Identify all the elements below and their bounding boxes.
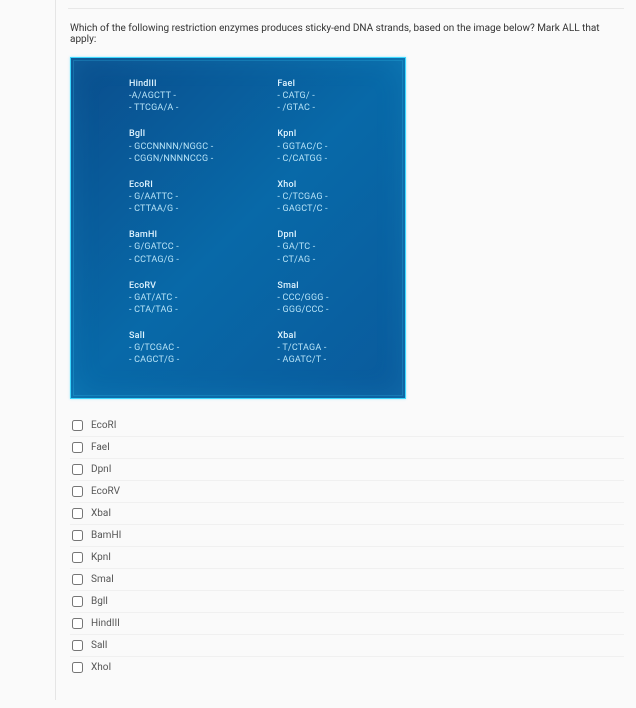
- enzyme-name: KpnI: [277, 128, 328, 140]
- question-text: Which of the following restriction enzym…: [68, 9, 624, 57]
- main-content: Which of the following restriction enzym…: [56, 8, 636, 678]
- enzyme-block: BamHI - G/GATCC - - CCTAG/G -: [129, 229, 213, 265]
- option-label: SmaI: [91, 574, 114, 585]
- enzyme-block: EcoRI - G/AATTC - - CTTAA/G -: [129, 179, 213, 215]
- enzyme-name: EcoRV: [129, 280, 213, 292]
- option-row[interactable]: FaeI: [70, 437, 624, 459]
- enzyme-name: XhoI: [277, 179, 328, 191]
- enzyme-seq: - CGGN/NNNNCCG -: [129, 153, 213, 165]
- enzyme-seq: - GA/TC -: [277, 241, 328, 253]
- enzyme-panel: HindIII -A/AGCTT - - TTCGA/A - BglI - GC…: [70, 57, 406, 399]
- enzyme-block: XhoI - C/TCGAG - - GAGCT/C -: [277, 179, 328, 215]
- option-row[interactable]: SalI: [70, 635, 624, 657]
- enzyme-seq: - CCTAG/G -: [129, 254, 213, 266]
- enzyme-seq: - C/TCGAG -: [277, 191, 328, 203]
- option-row[interactable]: XbaI: [70, 503, 624, 525]
- option-row[interactable]: SmaI: [70, 569, 624, 591]
- enzyme-block: SmaI - CCC/GGG - - GGG/CCC -: [277, 280, 328, 316]
- enzyme-seq: - CT/AG -: [277, 254, 328, 266]
- enzyme-name: HindIII: [129, 78, 213, 90]
- enzyme-name: BglI: [129, 128, 213, 140]
- option-row[interactable]: XhoI: [70, 657, 624, 678]
- option-checkbox[interactable]: [72, 552, 83, 563]
- enzyme-seq: - /GTAC -: [277, 102, 328, 114]
- enzyme-col-left: HindIII -A/AGCTT - - TTCGA/A - BglI - GC…: [129, 78, 213, 381]
- enzyme-seq: - CTA/TAG -: [129, 304, 213, 316]
- option-label: EcoRV: [91, 486, 120, 497]
- enzyme-block: DpnI - GA/TC - - CT/AG -: [277, 229, 328, 265]
- option-label: EcoRI: [91, 420, 116, 431]
- option-row[interactable]: BamHI: [70, 525, 624, 547]
- enzyme-seq: - GGTAC/C -: [277, 141, 328, 153]
- enzyme-col-right: FaeI - CATG/ - - /GTAC - KpnI - GGTAC/C …: [277, 78, 328, 381]
- enzyme-seq: - T/CTAGA -: [277, 342, 328, 354]
- sidebar-edge: [0, 0, 56, 700]
- enzyme-seq: -A/AGCTT -: [129, 90, 213, 102]
- enzyme-seq: - GCCNNNN/NGGC -: [129, 141, 213, 153]
- option-label: SalI: [91, 640, 108, 651]
- enzyme-name: DpnI: [277, 229, 328, 241]
- enzyme-name: SmaI: [277, 280, 328, 292]
- enzyme-seq: - CCC/GGG -: [277, 292, 328, 304]
- option-checkbox[interactable]: [72, 420, 83, 431]
- enzyme-block: EcoRV - GAT/ATC - - CTA/TAG -: [129, 280, 213, 316]
- option-checkbox[interactable]: [72, 662, 83, 673]
- enzyme-block: KpnI - GGTAC/C - - C/CATGG -: [277, 128, 328, 164]
- enzyme-seq: - CAGCT/G -: [129, 354, 213, 366]
- option-label: XbaI: [91, 508, 111, 519]
- enzyme-columns: HindIII -A/AGCTT - - TTCGA/A - BglI - GC…: [129, 78, 405, 381]
- enzyme-seq: - GAT/ATC -: [129, 292, 213, 304]
- enzyme-block: BglI - GCCNNNN/NGGC - - CGGN/NNNNCCG -: [129, 128, 213, 164]
- option-label: DpnI: [91, 464, 111, 475]
- enzyme-seq: - GGG/CCC -: [277, 304, 328, 316]
- option-checkbox[interactable]: [72, 530, 83, 541]
- enzyme-seq: - AGATC/T -: [277, 354, 328, 366]
- enzyme-block: HindIII -A/AGCTT - - TTCGA/A -: [129, 78, 213, 114]
- enzyme-block: SalI - G/TCGAC - - CAGCT/G -: [129, 330, 213, 366]
- enzyme-name: SalI: [129, 330, 213, 342]
- option-label: BglI: [91, 596, 108, 607]
- enzyme-seq: - TTCGA/A -: [129, 102, 213, 114]
- enzyme-seq: - CATG/ -: [277, 90, 328, 102]
- option-checkbox[interactable]: [72, 574, 83, 585]
- option-row[interactable]: DpnI: [70, 459, 624, 481]
- option-label: KpnI: [91, 552, 111, 563]
- enzyme-seq: - G/TCGAC -: [129, 342, 213, 354]
- option-label: HindIII: [91, 618, 120, 629]
- enzyme-seq: - C/CATGG -: [277, 153, 328, 165]
- answer-options: EcoRI FaeI DpnI EcoRV XbaI BamHI KpnI S: [70, 415, 624, 678]
- option-label: FaeI: [91, 442, 110, 453]
- option-row[interactable]: KpnI: [70, 547, 624, 569]
- enzyme-name: FaeI: [277, 78, 328, 90]
- enzyme-seq: - CTTAA/G -: [129, 203, 213, 215]
- option-row[interactable]: BglI: [70, 591, 624, 613]
- option-checkbox[interactable]: [72, 464, 83, 475]
- option-checkbox[interactable]: [72, 596, 83, 607]
- enzyme-seq: - G/AATTC -: [129, 191, 213, 203]
- enzyme-seq: - G/GATCC -: [129, 241, 213, 253]
- option-checkbox[interactable]: [72, 640, 83, 651]
- option-row[interactable]: EcoRI: [70, 415, 624, 437]
- enzyme-block: XbaI - T/CTAGA - - AGATC/T -: [277, 330, 328, 366]
- enzyme-name: BamHI: [129, 229, 213, 241]
- option-checkbox[interactable]: [72, 442, 83, 453]
- option-label: XhoI: [91, 662, 111, 673]
- enzyme-name: EcoRI: [129, 179, 213, 191]
- option-row[interactable]: HindIII: [70, 613, 624, 635]
- enzyme-name: XbaI: [277, 330, 328, 342]
- option-checkbox[interactable]: [72, 508, 83, 519]
- enzyme-block: FaeI - CATG/ - - /GTAC -: [277, 78, 328, 114]
- option-row[interactable]: EcoRV: [70, 481, 624, 503]
- enzyme-seq: - GAGCT/C -: [277, 203, 328, 215]
- option-checkbox[interactable]: [72, 618, 83, 629]
- option-checkbox[interactable]: [72, 486, 83, 497]
- option-label: BamHI: [91, 530, 121, 541]
